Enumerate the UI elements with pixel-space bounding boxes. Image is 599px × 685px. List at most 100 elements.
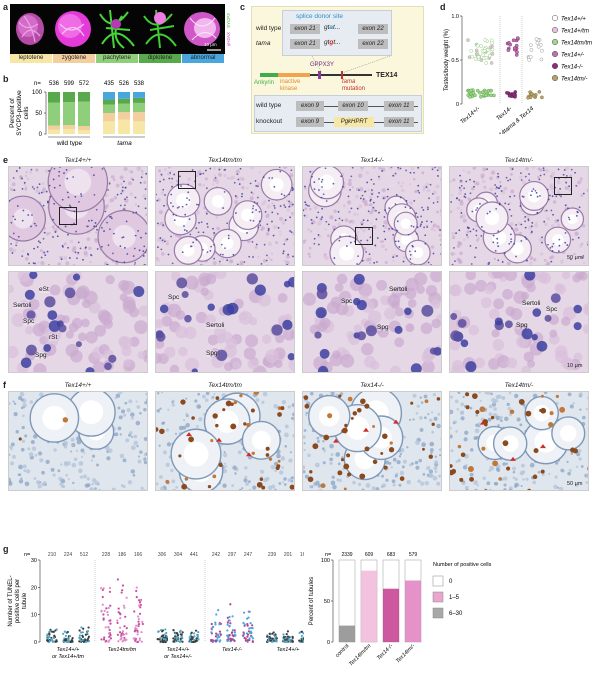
data-point [101,588,104,592]
tissue-texture [106,456,111,461]
tunel-positive-cell [165,479,170,484]
data-point [229,637,232,640]
nucleus [30,225,32,228]
nucleus [412,225,415,228]
tissue-texture [329,461,333,465]
point-tmtm [484,93,488,98]
nucleus [497,259,500,262]
data-point [229,622,232,625]
tissue-texture [426,188,431,193]
ko-label: knockout [256,118,283,125]
nucleus [410,363,422,372]
tunel-svg [156,392,294,490]
tissue-texture [171,401,174,404]
nucleus [314,331,322,339]
tissue-texture [427,413,430,416]
data-point [246,633,250,636]
data-point [286,630,290,633]
gppx3y-motif [318,71,321,79]
tubule-lumen [181,244,195,257]
tissue-texture [481,179,486,184]
nucleus [178,206,180,208]
data-point [233,639,236,643]
nucleus [161,239,164,242]
scale-label-e-bottom: 10 μm [567,363,583,369]
data-point [251,624,254,627]
tissue-texture [79,475,83,479]
nucleus [184,213,187,216]
tissue-texture [293,221,294,225]
kinase-domain [278,73,310,77]
nucleus [311,222,314,225]
tissue-texture [124,401,128,405]
panel-f: Tex14+/+ Tex14tm/tm Tex14-/- Tex14tm/- 50 μm [8,382,598,494]
tissue-texture [464,485,469,490]
data-point [52,630,55,633]
tissue-texture [582,224,586,228]
histology-zoom-svg [9,272,147,372]
tissue-texture [520,463,525,468]
tunel-positive-cell [450,464,453,468]
tissue-texture [522,180,527,185]
data-point [246,624,249,627]
tissue-texture [225,465,228,468]
tissue-texture [466,230,470,234]
tissue-texture [248,480,251,484]
tissue-texture [46,232,49,235]
tunel-positive-cell [490,415,495,420]
nucleus [430,264,432,265]
nucleus [191,368,198,372]
data-point [137,620,140,623]
tissue-texture [480,297,492,309]
data-point [71,637,74,640]
tissue-texture [163,167,167,172]
tissue-texture [22,403,27,408]
tissue-texture [70,349,83,363]
point-tm-ko [531,94,536,98]
data-point [139,606,142,609]
tunel-positive-cell [467,465,474,472]
tissue-texture [578,392,583,397]
nucleus [407,233,410,236]
nucleus [139,181,142,184]
tunel-svg [303,392,441,490]
nucleus [277,226,280,229]
tissue-texture [425,285,438,297]
nucleus [291,189,294,192]
nucleus [384,238,387,241]
nucleus [144,207,147,210]
nucleus [378,211,380,214]
tissue-texture [457,458,461,462]
nucleus [271,211,274,214]
tunel-positive-cell [428,454,434,459]
splice-row1-exon-a: exon 21 [290,24,320,34]
point-het [512,46,517,50]
nucleus [564,241,567,244]
tissue-texture [351,186,354,189]
tissue-texture [488,412,493,416]
tissue-texture [290,480,294,483]
data-point [135,627,138,630]
point-tm-ko [537,90,542,94]
data-point [120,591,123,594]
tunel-positive-cell [399,476,405,481]
data-point [250,635,253,638]
tissue-texture [244,466,248,470]
tissue-texture [252,485,257,490]
data-point [108,586,112,590]
nucleus [195,227,198,230]
nucleus [144,264,147,265]
nucleus [511,168,514,170]
point-g3-control [539,57,544,62]
nucleus [218,260,221,263]
data-point [78,640,81,643]
y-tick-label: 1.0 [451,14,459,20]
histology-zoom: eSt Sertoli Spc rSt Spg [8,271,148,373]
panel-label-d: d [440,2,446,12]
tissue-texture [33,477,37,480]
data-point [62,632,65,635]
nucleus [80,193,82,195]
nucleus [278,167,281,168]
nucleus [392,256,395,259]
nucleus [565,174,568,177]
